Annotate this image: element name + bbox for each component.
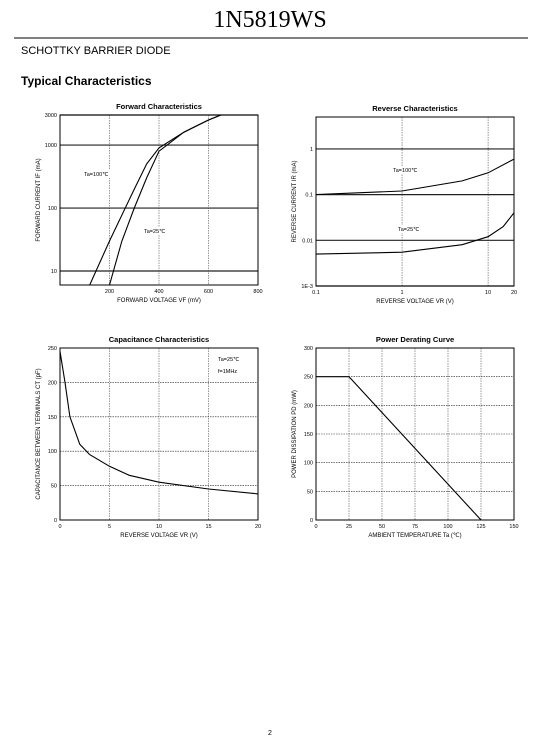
- series-label: Ta=25℃: [144, 229, 166, 235]
- x-tick-label: 0: [314, 524, 317, 530]
- x-tick-label: 20: [255, 524, 261, 530]
- y-tick-label: 0.1: [305, 193, 313, 199]
- x-axis-label: REVERSE VOLTAGE VR (V): [120, 533, 197, 539]
- y-axis-label: FORWARD CURRENT IF (mA): [36, 158, 42, 241]
- x-tick-label: 0: [58, 524, 61, 530]
- part-number: 1N5819WS: [213, 7, 326, 33]
- series-label: Ta=100℃: [393, 168, 418, 174]
- x-tick-label: 10: [485, 290, 491, 296]
- x-tick-label: 50: [379, 524, 385, 530]
- y-tick-label: 250: [48, 346, 57, 352]
- series-label: Ta=25℃: [398, 227, 420, 233]
- annotation: Ta=25℃: [218, 357, 240, 363]
- plot-frame: [59, 347, 259, 521]
- y-tick-label: 100: [48, 449, 57, 455]
- x-tick-label: 25: [346, 524, 352, 530]
- plot-frame: [315, 116, 515, 287]
- y-axis-label: POWER DISSIPATION PD (mW): [292, 390, 298, 478]
- y-tick-label: 200: [304, 403, 313, 409]
- curve: [108, 114, 222, 286]
- chart-title: Reverse Characteristics: [372, 104, 457, 113]
- x-tick-label: 600: [204, 289, 213, 295]
- x-tick-label: 400: [154, 289, 163, 295]
- y-tick-label: 150: [304, 432, 313, 438]
- plot-frame: [59, 114, 259, 286]
- y-tick-label: 100: [304, 461, 313, 467]
- x-axis-label: AMBIENT TEMPERATURE Ta (℃): [368, 533, 461, 539]
- label-bg: [396, 225, 432, 233]
- y-tick-label: 300: [304, 346, 313, 352]
- x-axis-label: FORWARD VOLTAGE VF (mV): [117, 298, 201, 304]
- x-tick-label: 10: [156, 524, 162, 530]
- section-title: Typical Characteristics: [21, 74, 152, 88]
- page-number: 2: [268, 730, 272, 737]
- y-tick-label: 1E-3: [301, 284, 313, 290]
- curve: [315, 158, 515, 196]
- x-tick-label: 5: [108, 524, 111, 530]
- series-label: Ta=100℃: [84, 172, 109, 178]
- y-tick-label: 100: [48, 206, 57, 212]
- plot-frame: [315, 347, 515, 521]
- y-tick-label: 10: [51, 269, 57, 275]
- x-tick-label: 125: [476, 524, 485, 530]
- x-tick-label: 20: [511, 290, 517, 296]
- y-tick-label: 0.01: [302, 238, 313, 244]
- x-tick-label: 800: [253, 289, 262, 295]
- y-tick-label: 50: [307, 489, 313, 495]
- y-tick-label: 1: [310, 147, 313, 153]
- chart-title: Power Derating Curve: [376, 335, 454, 344]
- label-bg: [82, 170, 118, 178]
- curve: [316, 376, 482, 521]
- chart-title: Forward Characteristics: [116, 102, 202, 111]
- annotation: f=1MHz: [218, 369, 237, 375]
- chart-title: Capacitance Characteristics: [109, 335, 209, 344]
- y-tick-label: 0: [54, 518, 57, 524]
- y-axis-label: REVERSE CURRENT IR (mA): [292, 161, 298, 243]
- y-tick-label: 1000: [45, 143, 57, 149]
- y-tick-label: 200: [48, 380, 57, 386]
- x-tick-label: 100: [443, 524, 452, 530]
- label-bg: [391, 166, 427, 174]
- y-tick-label: 150: [48, 415, 57, 421]
- y-tick-label: 3000: [45, 113, 57, 119]
- subtitle: SCHOTTKY BARRIER DIODE: [21, 45, 171, 57]
- curve: [59, 351, 259, 495]
- x-tick-label: 1: [401, 290, 404, 296]
- y-tick-label: 0: [310, 518, 313, 524]
- y-tick-label: 50: [51, 484, 57, 490]
- label-bg: [142, 227, 178, 235]
- curve: [315, 212, 515, 255]
- x-tick-label: 75: [412, 524, 418, 530]
- x-tick-label: 0.1: [312, 290, 320, 296]
- y-axis-label: CAPACITANCE BETWEEN TERMINALS CT (pF): [36, 368, 42, 499]
- x-axis-label: REVERSE VOLTAGE VR (V): [376, 299, 453, 305]
- x-tick-label: 15: [205, 524, 211, 530]
- x-tick-label: 200: [105, 289, 114, 295]
- x-tick-label: 150: [509, 524, 518, 530]
- y-tick-label: 250: [304, 375, 313, 381]
